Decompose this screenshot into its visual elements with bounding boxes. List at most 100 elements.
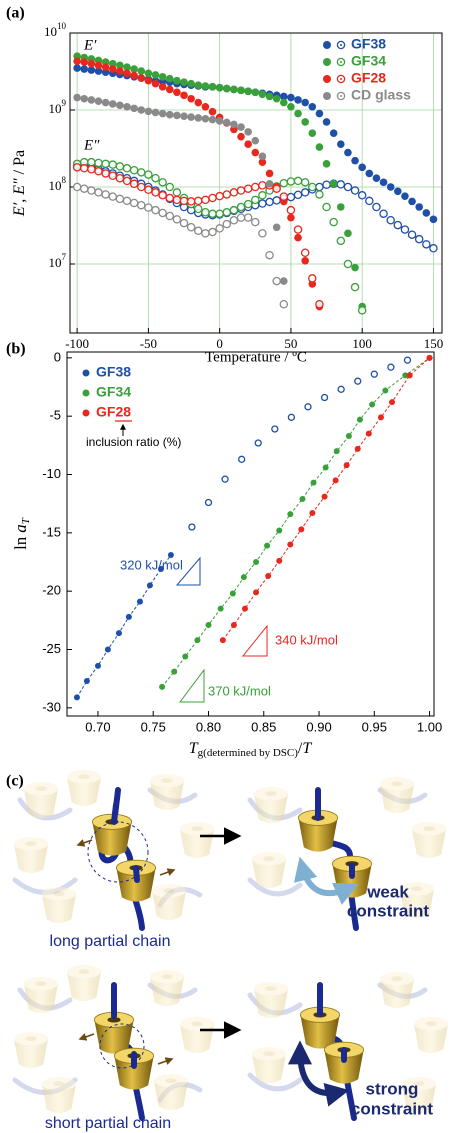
point xyxy=(116,101,124,110)
point xyxy=(287,541,294,548)
open-point xyxy=(137,182,146,192)
x-tick-label: 0.95 xyxy=(362,719,387,734)
point xyxy=(382,387,389,394)
open-point xyxy=(300,188,310,197)
open-point xyxy=(201,229,210,238)
point xyxy=(322,160,331,168)
polymer-chain xyxy=(98,787,145,931)
open-point xyxy=(208,209,217,218)
point xyxy=(358,163,366,172)
point xyxy=(329,129,338,137)
point xyxy=(115,630,122,637)
point xyxy=(144,76,153,85)
point xyxy=(237,86,245,95)
point xyxy=(180,78,188,86)
point xyxy=(332,477,339,484)
open-point xyxy=(357,191,367,200)
open-point xyxy=(315,300,324,309)
move-arrow xyxy=(157,1057,174,1065)
point xyxy=(229,590,236,597)
point xyxy=(321,493,328,500)
open-point xyxy=(87,165,96,174)
open-point xyxy=(372,202,381,212)
y-tick-label: -20 xyxy=(42,583,61,598)
legend-marker xyxy=(340,61,342,63)
point xyxy=(146,582,153,589)
point xyxy=(240,574,247,581)
y-label-subscript: T xyxy=(20,517,32,524)
point xyxy=(402,372,409,379)
open-point xyxy=(286,192,296,202)
open-point xyxy=(243,184,253,193)
legend-label: GF28 xyxy=(96,404,131,420)
point xyxy=(151,79,160,88)
open-point xyxy=(400,225,410,234)
open-point xyxy=(236,202,246,212)
point xyxy=(123,69,131,78)
open-point xyxy=(80,164,89,173)
point xyxy=(73,64,81,72)
legend-marker xyxy=(82,389,90,397)
open-point xyxy=(337,385,345,393)
point xyxy=(329,180,338,188)
x-axis-label: Temperature / ºC xyxy=(205,349,307,365)
annotation: 370 kJ/mol xyxy=(208,683,271,698)
point xyxy=(294,96,302,104)
open-point xyxy=(350,282,360,292)
point xyxy=(87,96,96,104)
point xyxy=(337,203,345,211)
open-point xyxy=(87,186,96,195)
y-tick-label: -10 xyxy=(42,466,61,481)
open-point xyxy=(122,196,132,206)
point xyxy=(167,552,174,558)
tick-exponent: 7 xyxy=(62,252,67,262)
point xyxy=(422,209,431,217)
point xyxy=(137,67,146,75)
y-label-part: ln xyxy=(11,536,30,550)
slope-triangle xyxy=(175,556,201,586)
open-point xyxy=(272,276,281,286)
point xyxy=(165,74,174,83)
open-point xyxy=(265,197,274,207)
point xyxy=(294,109,302,118)
point xyxy=(408,197,416,206)
point xyxy=(180,112,188,121)
annotation: 320 kJ/mol xyxy=(120,557,183,572)
ghost-ring xyxy=(41,887,77,924)
open-point xyxy=(222,190,232,199)
point xyxy=(201,114,210,123)
point xyxy=(80,58,89,66)
open-point xyxy=(229,188,239,197)
open-point xyxy=(208,227,217,237)
point xyxy=(222,84,231,93)
open-point xyxy=(258,191,267,200)
open-point xyxy=(129,166,139,175)
point xyxy=(287,511,294,518)
point xyxy=(73,694,80,701)
tick-base: 10 xyxy=(44,24,57,39)
open-point xyxy=(236,186,246,195)
open-point xyxy=(238,455,246,463)
point xyxy=(116,61,124,70)
point xyxy=(299,496,306,502)
open-point xyxy=(293,225,303,234)
point xyxy=(244,128,252,136)
annotation: 340 kJ/mol xyxy=(275,632,338,647)
open-point xyxy=(215,224,224,233)
point xyxy=(251,148,260,157)
ghost-ring xyxy=(13,837,49,874)
y-tick-label: 107 xyxy=(49,252,67,270)
open-point xyxy=(251,217,260,227)
open-point xyxy=(243,213,253,222)
caption: long partial chain xyxy=(50,933,171,950)
point xyxy=(83,678,90,684)
point xyxy=(194,114,203,122)
point xyxy=(258,90,267,99)
point xyxy=(315,143,324,151)
open-point xyxy=(279,300,289,309)
open-point xyxy=(204,498,213,507)
point xyxy=(108,65,117,73)
legend-label: GF38 xyxy=(96,364,131,380)
open-point xyxy=(322,180,331,189)
open-point xyxy=(293,176,303,186)
